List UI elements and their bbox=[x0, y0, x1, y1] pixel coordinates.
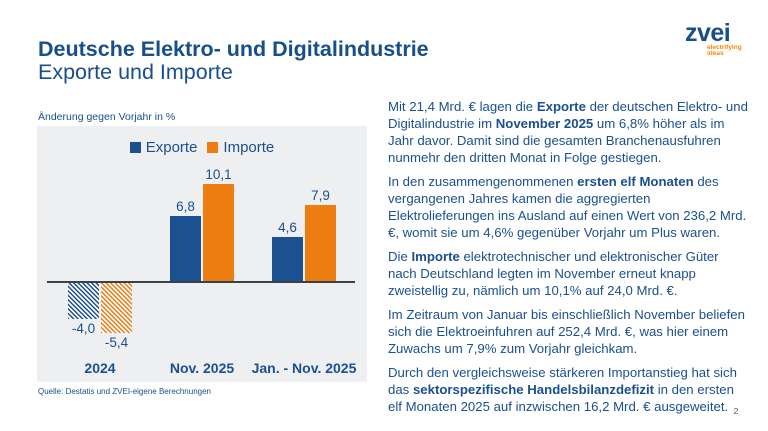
x-axis-line bbox=[47, 281, 355, 283]
commentary: Mit 21,4 Mrd. € lagen die Exporte der de… bbox=[388, 98, 768, 422]
category-label-0: 2024 bbox=[84, 360, 116, 376]
page-title: Deutsche Elektro- und Digitalindustrie bbox=[38, 37, 429, 61]
zvei-logo-tagline-line2: ideas bbox=[707, 50, 724, 57]
bar-importe-1 bbox=[203, 184, 234, 281]
commentary-paragraph-0: Mit 21,4 Mrd. € lagen die Exporte der de… bbox=[388, 99, 748, 165]
category-label-2: Jan. - Nov. 2025 bbox=[251, 360, 357, 376]
value-label-exporte-1: 6,8 bbox=[176, 198, 195, 214]
zvei-logo-wordmark: zvei bbox=[685, 19, 731, 47]
chart-legend: Exporte Importe bbox=[37, 139, 367, 156]
value-label-exporte-0: -4,0 bbox=[71, 321, 96, 337]
bar-importe-2 bbox=[305, 205, 336, 281]
value-label-importe-0: -5,4 bbox=[104, 334, 129, 350]
chart-panel: Exporte Importe -4,0 -5,4 2024 6,8 10,1 Nov. 2… bbox=[37, 126, 367, 382]
legend-label: Importe bbox=[223, 139, 275, 156]
legend-label: Exporte bbox=[145, 139, 198, 156]
bar-exporte-0 bbox=[68, 281, 99, 320]
zvei-logo-tagline: electrifying ideas bbox=[707, 44, 755, 57]
legend-swatch-icon bbox=[207, 142, 219, 153]
value-label-importe-2: 7,9 bbox=[311, 188, 330, 204]
source-note: Quelle: Destatis und ZVEI-eigene Berechn… bbox=[38, 387, 211, 396]
legend-swatch-icon bbox=[129, 142, 141, 153]
legend-item-importe: Importe bbox=[207, 139, 274, 156]
commentary-paragraph-1: In den zusammengenommenen ersten elf Mon… bbox=[388, 174, 747, 240]
commentary-paragraph-3: Im Zeitraum von Januar bis einschließlic… bbox=[388, 307, 745, 356]
value-label-importe-1: 10,1 bbox=[205, 167, 232, 183]
value-label-exporte-2: 4,6 bbox=[278, 219, 297, 235]
commentary-paragraph-4: Durch den vergleichsweise stärkeren Impo… bbox=[388, 365, 737, 414]
legend-item-exporte: Exporte bbox=[129, 139, 198, 156]
zvei-logo-tagline-line1: electrifying bbox=[707, 44, 742, 51]
bar-exporte-2 bbox=[272, 236, 303, 281]
plot-area: -4,0 -5,4 2024 6,8 10,1 Nov. 2025 4,6 7,9 Jan. -… bbox=[37, 126, 367, 382]
axis-unit-label: Änderung gegen Vorjahr in % bbox=[38, 111, 176, 123]
bar-exporte-1 bbox=[170, 215, 201, 281]
zvei-logo: zvei electrifying ideas bbox=[685, 19, 755, 57]
page-subtitle: Exporte und Importe bbox=[38, 60, 233, 84]
commentary-paragraph-2: Die Importe elektrotechnischer und elekt… bbox=[388, 249, 719, 298]
category-label-1: Nov. 2025 bbox=[169, 360, 235, 376]
bar-importe-0 bbox=[101, 281, 132, 333]
page-number: 2 bbox=[733, 406, 739, 416]
